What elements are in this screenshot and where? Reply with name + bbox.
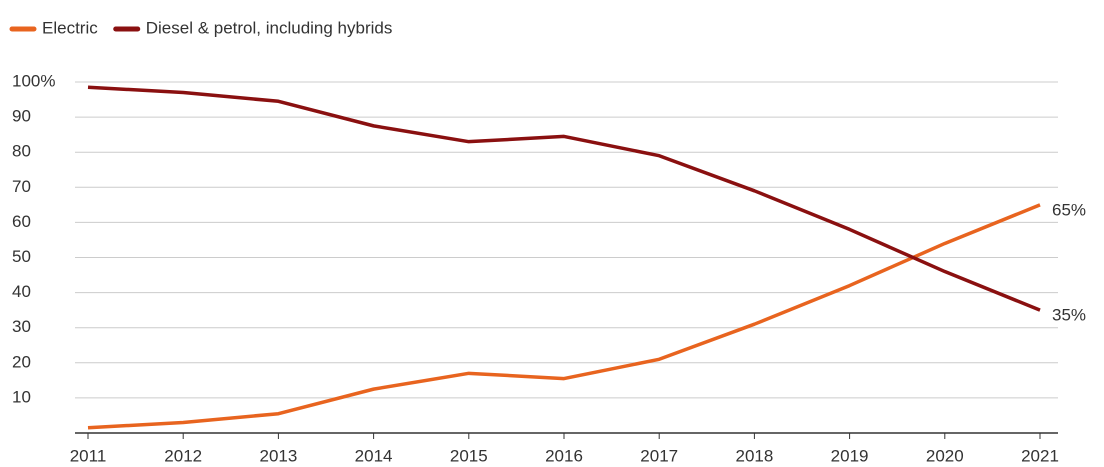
x-tick-label: 2013 <box>259 446 297 465</box>
y-tick-label: 50 <box>12 247 31 266</box>
end-label: 35% <box>1052 306 1086 325</box>
x-tick-label: 2015 <box>450 446 488 465</box>
y-tick-label: 70 <box>12 177 31 196</box>
series-line <box>87 203 1041 430</box>
x-tick-label: 2014 <box>355 446 393 465</box>
end-label: 65% <box>1052 200 1086 219</box>
y-tick-label: 60 <box>12 212 31 231</box>
x-tick-label: 2016 <box>545 446 583 465</box>
x-tick-label: 2011 <box>70 446 107 465</box>
y-tick-label: 10 <box>12 387 31 406</box>
y-tick-label: 40 <box>12 282 31 301</box>
legend-label: Diesel & petrol, including hybrids <box>146 18 393 37</box>
y-tick-label: 30 <box>12 317 31 336</box>
y-tick-label: 20 <box>12 352 31 371</box>
x-tick-label: 2021 <box>1021 446 1059 465</box>
legend-label: Electric <box>42 18 98 37</box>
x-tick-label: 2012 <box>164 446 202 465</box>
series-line <box>87 85 1041 312</box>
x-tick-label: 2018 <box>735 446 773 465</box>
y-tick-label: 80 <box>12 142 31 161</box>
y-tick-label: 90 <box>12 107 31 126</box>
x-tick-label: 2019 <box>831 446 869 465</box>
y-tick-label: 100% <box>12 71 55 90</box>
x-tick-label: 2020 <box>926 446 964 465</box>
x-tick-label: 2017 <box>640 446 678 465</box>
